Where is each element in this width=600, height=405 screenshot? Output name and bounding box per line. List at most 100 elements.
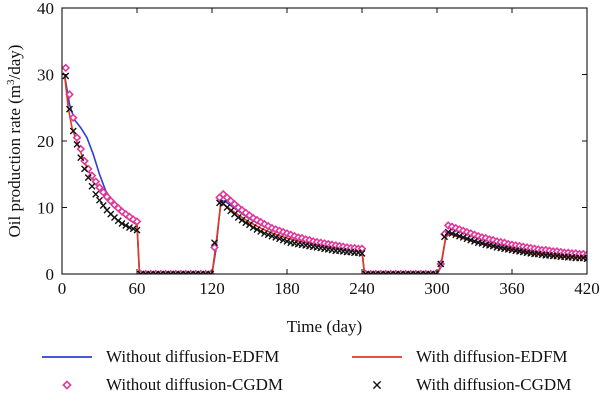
cross-marker [382,270,390,274]
cross-marker [246,221,253,229]
y-axis-title-superscript: 3 [5,79,17,85]
cross-marker [463,235,471,243]
cross-marker [118,219,126,227]
y-tick-label: 20 [37,132,54,151]
cross-marker [77,154,85,162]
cross-marker [207,270,215,274]
cross-marker [197,270,205,274]
x-tick-label: 0 [58,279,67,298]
cross-marker [129,225,137,233]
legend-label: With diffusion-CGDM [416,375,571,394]
x-tick-label: 120 [199,279,225,298]
cross-marker [84,174,92,182]
cross-marker [114,217,122,225]
cross-marker [452,231,460,239]
legend-item: Without diffusion-EDFM [42,347,279,366]
diamond-marker [87,171,97,180]
diamond-marker [132,217,142,226]
cross-marker [432,270,440,274]
cross-marker [157,270,165,274]
x-tick-label: 420 [574,279,600,298]
cross-marker [264,231,272,239]
diamond-marker [582,250,587,260]
cross-marker [69,127,77,135]
cross-marker [402,270,410,274]
series-layer [62,63,587,274]
cross-marker [372,380,382,390]
diamond-marker [98,187,108,197]
cross-marker [489,242,497,250]
legend-label: With diffusion-EDFM [416,347,568,366]
series-2 [62,63,587,274]
cross-marker [367,270,375,274]
cross-marker [177,270,185,274]
cross-marker [276,235,283,243]
cross-marker [362,270,370,274]
cross-marker [583,255,587,263]
cross-marker [147,270,155,274]
diamond-marker [62,380,72,390]
cross-marker [456,232,463,240]
cross-marker [422,270,430,274]
cross-marker [152,270,160,274]
cross-marker [392,270,400,274]
y-tick-label: 30 [37,66,54,85]
cross-marker [211,239,218,247]
diamond-marker [68,113,78,123]
legend-label: Without diffusion-CGDM [106,375,283,394]
cross-marker [187,270,195,274]
cross-marker [167,270,175,274]
cross-marker [272,233,280,241]
diamond-marker [91,177,101,186]
cross-marker [377,270,385,274]
y-tick-label: 10 [37,199,54,218]
diamond-marker [210,243,219,252]
diamond-marker [260,219,269,229]
cross-marker [62,72,70,80]
cross-marker [73,140,81,148]
cross-marker [407,270,415,274]
diamond-marker [102,192,112,202]
cross-marker [122,221,130,229]
legend-item: With diffusion-CGDM [372,375,571,394]
cross-marker [96,196,103,204]
cross-marker [81,165,88,173]
cross-marker [126,223,133,231]
cross-marker [242,219,250,227]
cross-marker [192,270,200,274]
diamond-marker [65,90,74,99]
legend-item: With diffusion-EDFM [352,347,568,366]
cross-marker [437,260,445,268]
plot-frame [61,7,588,275]
cross-marker [133,226,141,234]
cross-marker [182,270,190,274]
diamond-marker [128,215,138,224]
diamond-marker [62,63,71,73]
cross-marker [238,216,246,224]
cross-marker [137,270,145,274]
cross-marker [471,237,478,245]
y-tick-label: 0 [46,265,55,284]
cross-marker [444,228,452,236]
cross-marker [427,270,435,274]
x-tick-label: 180 [274,279,300,298]
cross-marker [234,213,242,221]
cross-marker [448,229,456,237]
cross-marker [372,270,380,274]
x-axis-title: Time (day) [287,317,362,336]
series-3 [62,72,587,274]
x-tick-label: 240 [349,279,375,298]
diamond-marker [95,183,104,192]
cross-marker [397,270,405,274]
y-tick-label: 40 [37,0,54,18]
cross-marker [417,270,425,274]
x-tick-label: 60 [129,279,146,298]
legend: Without diffusion-EDFM With diffusion-EDF… [42,347,571,394]
cross-marker [387,270,395,274]
cross-marker [249,223,257,231]
cross-marker [202,270,210,274]
cross-marker [478,239,486,247]
diamond-marker [72,133,82,143]
